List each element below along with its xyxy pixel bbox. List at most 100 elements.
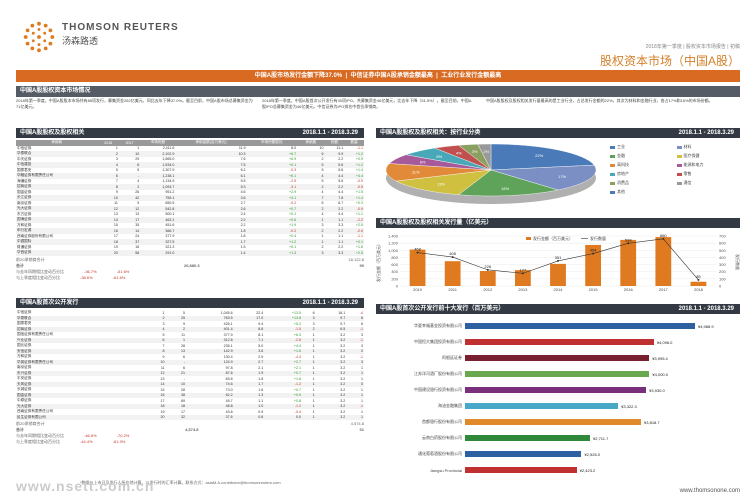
left-top-cell: 西南证券股份有限公司 xyxy=(17,233,53,238)
x-tick-label: 2017 xyxy=(659,287,669,292)
table-row: 南京证券 11 6 97.8 2.1 +2.1 1 3.2 1 xyxy=(16,365,364,371)
left-top-cell: -2.2 xyxy=(344,217,364,223)
left-top-yoy: 与去年同期相比变动百分比 -36.7% -51.6% xyxy=(16,269,364,275)
left-top-cell: 3 xyxy=(297,250,325,256)
left-top-cell: 542.8 xyxy=(140,206,176,212)
legend-count: 发行数量 xyxy=(590,235,606,241)
left-bottom-cell: 5.0 xyxy=(258,343,264,348)
left-bottom-cell: 2 xyxy=(301,326,316,332)
left-top-cell: 国海证券 xyxy=(16,217,98,223)
hbar-row: 云南白药股份有限公司 ¥2,711.7 xyxy=(376,430,740,446)
table-row: 南京证券 11 9 650.5 2.7 -0.2 6 6.7 +0.3 xyxy=(16,201,364,207)
left-top-cell: 16 xyxy=(97,228,119,234)
left-bottom-cell: 长城证券 xyxy=(17,387,32,392)
left-top-cell: +0.1 xyxy=(344,239,364,245)
left-bottom-cell: 1 xyxy=(301,392,316,398)
pie-slice-材料 xyxy=(490,164,597,191)
left-top-cell: 财通证券 xyxy=(17,244,32,249)
left-top-cell: 1 xyxy=(321,234,324,239)
left-bottom-cell: 2 xyxy=(165,326,186,332)
table-row: 天风证券 14 10 74.6 1.7 -1.2 1 3.2 0 xyxy=(16,381,364,387)
left-top-cell: +2.9 xyxy=(289,190,297,195)
left-bottom-cell: 16.1 xyxy=(338,310,346,315)
table-row: 万和证券 9 6 130.4 2.9 -4.3 1 3.2 -1 xyxy=(16,354,364,360)
pie-label: 3% xyxy=(472,149,478,154)
bar-2017 xyxy=(655,237,672,286)
left-bottom-total-label: 前20承销商合计 xyxy=(16,421,45,426)
left-top-cell: 1,307.9 xyxy=(162,168,175,173)
left-top-cell: 5.6 xyxy=(324,162,345,168)
left-top-cell: +0.4 xyxy=(289,234,297,239)
left-bottom-cell: 3.2 xyxy=(315,381,347,387)
left-bottom-cell: 0 xyxy=(346,348,364,354)
table-row: 华融证券有限责任公司 6-1,238.1 6.1 +6.1 4 4.4 +4.4 xyxy=(16,173,364,179)
left-bottom-cell: 3.2 xyxy=(340,398,346,403)
left-top-cell: 6.2 xyxy=(240,168,246,173)
left-bottom-cell: 1 xyxy=(301,370,316,376)
hbar-row: 通化葡萄酒股份有限公司 ¥2,526.0 xyxy=(376,446,740,462)
left-top-cell: 2 xyxy=(118,184,141,190)
table-row: 光大证券 18 18 48.8 1.0 -1.2 1 3.2 -1 xyxy=(16,403,364,409)
left-top-cell: 5 xyxy=(297,162,325,168)
left-bottom-cell: 28 xyxy=(180,343,185,348)
left-top-cell: 20 xyxy=(97,250,119,256)
left-bottom-cell: 1 xyxy=(361,398,363,403)
pie-legend-item: 金融 xyxy=(610,153,674,159)
left-top-cell: 463.1 xyxy=(140,217,176,223)
left-top-grand-num: 90 xyxy=(359,262,364,268)
left-bottom-cell: 光大证券 xyxy=(16,403,146,409)
left-bottom-cell: 1 xyxy=(312,409,315,414)
left-top-cell: +2.5 xyxy=(344,250,364,256)
left-bottom-cell: 6 xyxy=(346,315,364,321)
left-top-cell: 9 xyxy=(115,190,118,195)
legend-swatch xyxy=(610,154,615,158)
bar-2012 xyxy=(479,271,496,286)
left-top-cell: +1.4 xyxy=(355,168,363,173)
left-top-cell: 1 xyxy=(297,217,325,223)
left-top-cell: 1 xyxy=(137,146,140,151)
hbar-bar xyxy=(465,467,577,473)
left-top-cell: 中天证券 xyxy=(17,156,32,161)
x-tick-label: 2018 xyxy=(694,287,704,292)
left-bottom-cell: -1 xyxy=(359,354,363,359)
table-row: 中天证券 3 29 1,665.0 7.6 +6.9 2 2.2 +0.9 xyxy=(16,157,364,163)
left-top-cell: 2 xyxy=(97,151,119,157)
left-top-cell: 2.7 xyxy=(240,201,246,206)
left-bottom-cell: 7 xyxy=(162,343,165,348)
left-top-cell: 中信证券 xyxy=(17,145,32,150)
pie-legend-item: 能源和电力 xyxy=(676,162,741,168)
left-top-cell: 6 xyxy=(97,173,119,179)
left-bottom-cell: 4 xyxy=(145,326,166,332)
table-row: 西南证券有限责任公司 19 17 43.6 0.9 -0.4 1 3.2 1 xyxy=(16,409,364,415)
hbar-label: 阿根廷证券 xyxy=(442,355,462,360)
left-bottom-cell: 13 xyxy=(165,348,186,354)
left-bottom-cell: 1 xyxy=(301,348,316,354)
left-bottom-cell: 1.6 xyxy=(258,387,264,392)
left-bottom-cell: 1.0 xyxy=(233,403,265,409)
left-bottom-cell: 7.1 xyxy=(233,337,265,343)
left-top-cell: 5.5 xyxy=(240,179,246,184)
left-top-cell: 中银国际 xyxy=(16,239,98,245)
left-top-cell: +1.6 xyxy=(355,245,363,250)
left-top-cell: 11.1 xyxy=(336,146,344,151)
hbar-label: 云南白药股份有限公司 xyxy=(422,435,462,440)
th-amount: 承销金额(百万美元) xyxy=(175,140,247,146)
left-bottom-cell: 5 xyxy=(182,310,185,315)
legend-amount: 发行金额（百万美元） xyxy=(533,235,573,241)
left-bottom-yoy-value: -46.6% xyxy=(84,433,97,438)
left-top-cell: 2.2 xyxy=(338,157,344,162)
left-top-cell: 366.7 xyxy=(140,228,176,234)
left-bottom-cell: 28 xyxy=(180,387,185,392)
left-top-qoq-count: -61.6% xyxy=(112,274,126,280)
left-top-cell: 3 xyxy=(321,223,324,228)
left-top-cell: 华西证券 xyxy=(16,250,98,256)
website-link[interactable]: www.thomsonone.com xyxy=(679,488,740,494)
legend-label: 工业 xyxy=(617,144,625,149)
report-period: 2018年第一季度 | 股权资本市场报告 | 初稿 xyxy=(645,44,740,50)
legend-label: 零售 xyxy=(683,171,692,176)
left-top-cell: 1.5 xyxy=(240,245,246,250)
count-label: 598 xyxy=(625,237,632,242)
left-bottom-cell: 377.9 xyxy=(223,332,233,337)
left-top-cell: 2.2 xyxy=(324,184,345,190)
left-top-cell: 万和证券 xyxy=(17,222,32,227)
